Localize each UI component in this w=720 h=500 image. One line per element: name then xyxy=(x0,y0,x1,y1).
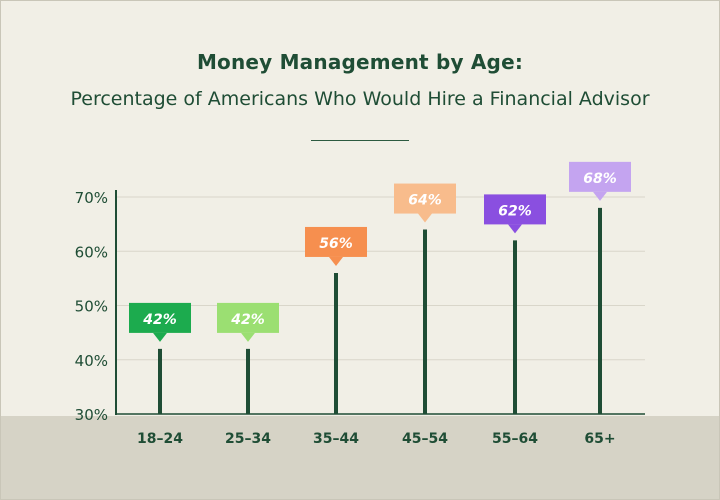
chart-title: Money Management by Age: xyxy=(196,50,524,74)
y-tick-label: 40% xyxy=(75,352,108,370)
data-label-box xyxy=(569,161,631,192)
x-tick-label: 65+ xyxy=(584,431,615,447)
y-tick-label: 60% xyxy=(75,243,108,261)
data-label-box xyxy=(305,226,367,257)
y-tick-label: 30% xyxy=(75,406,108,424)
data-label-box xyxy=(484,194,546,225)
data-label: 56% xyxy=(319,236,353,252)
data-label-pointer xyxy=(241,332,255,342)
data-label-pointer xyxy=(508,224,522,234)
y-tick-label: 50% xyxy=(75,298,108,316)
data-label: 68% xyxy=(583,171,617,187)
data-label: 64% xyxy=(408,193,442,209)
data-label-box xyxy=(394,183,456,214)
y-tick-label: 70% xyxy=(75,189,108,207)
x-tick-label: 55–64 xyxy=(492,431,538,447)
data-label-box xyxy=(217,302,279,333)
x-tick-label: 18–24 xyxy=(137,431,183,447)
x-tick-label: 25–34 xyxy=(225,431,271,447)
title-divider xyxy=(311,140,409,141)
data-label: 42% xyxy=(230,312,265,328)
data-label-pointer xyxy=(593,191,607,201)
data-label: 62% xyxy=(498,203,532,219)
data-label: 42% xyxy=(142,312,177,328)
data-label-pointer xyxy=(153,332,167,342)
data-label-box xyxy=(129,302,191,333)
data-label-pointer xyxy=(418,213,432,223)
x-tick-label: 35–44 xyxy=(313,431,359,447)
x-tick-label: 45–54 xyxy=(402,431,448,447)
chart-subtitle: Percentage of Americans Who Would Hire a… xyxy=(70,88,650,110)
data-label-pointer xyxy=(329,256,343,266)
